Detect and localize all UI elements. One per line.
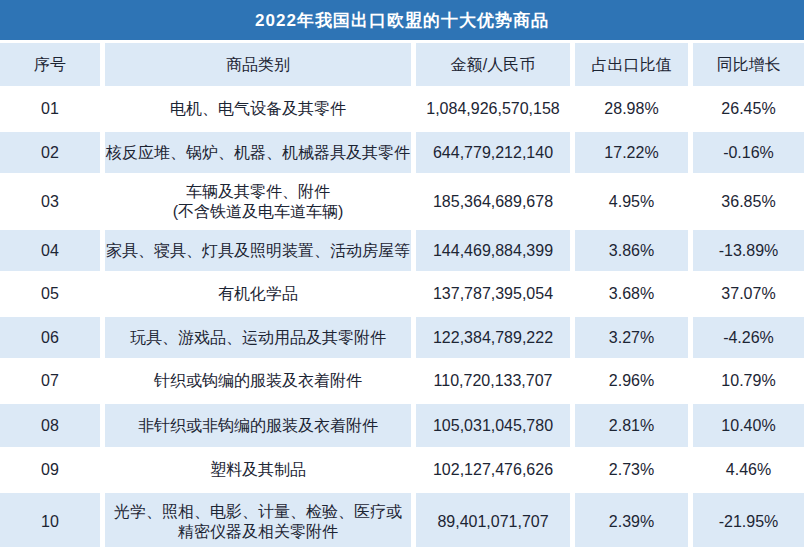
table-row: 07 针织或钩编的服装及衣着附件 110,720,133,707 2.96% 1… [0,361,804,401]
page-title: 2022年我国出口欧盟的十大优势商品 [255,9,549,32]
cell-share: 2.73% [575,450,688,490]
table-row: 06 玩具、游戏品、运动用品及其零附件 122,384,789,222 3.27… [0,317,804,358]
cell-rank: 06 [0,317,100,358]
cell-rank: 05 [0,274,100,314]
cell-share: 28.98% [575,89,688,129]
cell-category: 有机化学品 [105,274,411,314]
cell-amount: 89,401,071,707 [416,493,570,547]
table-title-bar: 2022年我国出口欧盟的十大优势商品 [0,0,804,40]
category-line-2: (不含铁道及电车道车辆) [173,202,344,222]
category-line-1: 有机化学品 [218,284,298,304]
cell-rank: 01 [0,89,100,129]
category-line-1: 非针织或非钩编的服装及衣着附件 [138,416,378,436]
cell-amount: 102,127,476,626 [416,450,570,490]
table-header-row: 序号 商品类别 金额/人民币 占出口比值 同比增长 [0,43,804,86]
cell-share: 2.96% [575,361,688,401]
cell-amount: 110,720,133,707 [416,361,570,401]
category-line-1: 车辆及其零件、附件 [186,182,330,202]
cell-category: 电机、电气设备及其零件 [105,89,411,129]
infographic-table-page: 2022年我国出口欧盟的十大优势商品 序号 商品类别 金额/人民币 占出口比值 … [0,0,804,547]
cell-amount: 105,031,045,780 [416,404,570,447]
category-line-1: 玩具、游戏品、运动用品及其零附件 [130,328,386,348]
header-cell-share: 占出口比值 [575,43,688,86]
header-cell-category: 商品类别 [105,43,411,86]
cell-rank: 08 [0,404,100,447]
cell-category: 光学、照相、电影、计量、检验、医疗或 精密仪器及相关零附件 [105,493,411,547]
cell-yoy: 10.40% [693,404,804,447]
table-row: 09 塑料及其制品 102,127,476,626 2.73% 4.46% [0,450,804,490]
cell-share: 17.22% [575,132,688,173]
cell-yoy: -21.95% [693,493,804,547]
table-row: 01 电机、电气设备及其零件 1,084,926,570,158 28.98% … [0,89,804,129]
cell-share: 3.86% [575,230,688,271]
cell-amount: 644,779,212,140 [416,132,570,173]
cell-category: 核反应堆、锅炉、机器、机械器具及其零件 [105,132,411,173]
cell-rank: 09 [0,450,100,490]
cell-share: 3.27% [575,317,688,358]
cell-yoy: -4.26% [693,317,804,358]
cell-share: 3.68% [575,274,688,314]
category-line-1: 核反应堆、锅炉、机器、机械器具及其零件 [106,143,410,163]
cell-yoy: -0.16% [693,132,804,173]
table-row: 02 核反应堆、锅炉、机器、机械器具及其零件 644,779,212,140 1… [0,132,804,173]
cell-category: 塑料及其制品 [105,450,411,490]
cell-amount: 1,084,926,570,158 [416,89,570,129]
category-line-1: 电机、电气设备及其零件 [170,99,346,119]
cell-rank: 02 [0,132,100,173]
cell-rank: 03 [0,176,100,227]
cell-category: 针织或钩编的服装及衣着附件 [105,361,411,401]
cell-yoy: 4.46% [693,450,804,490]
cell-category: 非针织或非钩编的服装及衣着附件 [105,404,411,447]
header-cell-amount: 金额/人民币 [416,43,570,86]
category-line-1: 塑料及其制品 [210,460,306,480]
header-cell-rank: 序号 [0,43,100,86]
cell-amount: 137,787,395,054 [416,274,570,314]
table-row: 05 有机化学品 137,787,395,054 3.68% 37.07% [0,274,804,314]
table-row: 04 家具、寝具、灯具及照明装置、活动房屋等 144,469,884,399 3… [0,230,804,271]
cell-amount: 144,469,884,399 [416,230,570,271]
cell-category: 车辆及其零件、附件 (不含铁道及电车道车辆) [105,176,411,227]
cell-rank: 10 [0,493,100,547]
category-line-1: 家具、寝具、灯具及照明装置、活动房屋等 [106,241,410,261]
cell-share: 2.39% [575,493,688,547]
table-row: 03 车辆及其零件、附件 (不含铁道及电车道车辆) 185,364,689,67… [0,176,804,227]
cell-rank: 07 [0,361,100,401]
category-line-2: 精密仪器及相关零附件 [178,522,338,542]
header-cell-yoy: 同比增长 [693,43,804,86]
table-row: 08 非针织或非钩编的服装及衣着附件 105,031,045,780 2.81%… [0,404,804,447]
cell-category: 家具、寝具、灯具及照明装置、活动房屋等 [105,230,411,271]
cell-amount: 122,384,789,222 [416,317,570,358]
cell-yoy: 37.07% [693,274,804,314]
cell-yoy: 36.85% [693,176,804,227]
cell-share: 2.81% [575,404,688,447]
cell-rank: 04 [0,230,100,271]
category-line-1: 光学、照相、电影、计量、检验、医疗或 [114,502,402,522]
category-line-1: 针织或钩编的服装及衣着附件 [154,371,362,391]
cell-share: 4.95% [575,176,688,227]
cell-yoy: 26.45% [693,89,804,129]
cell-yoy: 10.79% [693,361,804,401]
cell-category: 玩具、游戏品、运动用品及其零附件 [105,317,411,358]
export-top10-table: 序号 商品类别 金额/人民币 占出口比值 同比增长 01 电机、电气设备及其零件… [0,43,804,547]
cell-yoy: -13.89% [693,230,804,271]
cell-amount: 185,364,689,678 [416,176,570,227]
table-row: 10 光学、照相、电影、计量、检验、医疗或 精密仪器及相关零附件 89,401,… [0,493,804,547]
